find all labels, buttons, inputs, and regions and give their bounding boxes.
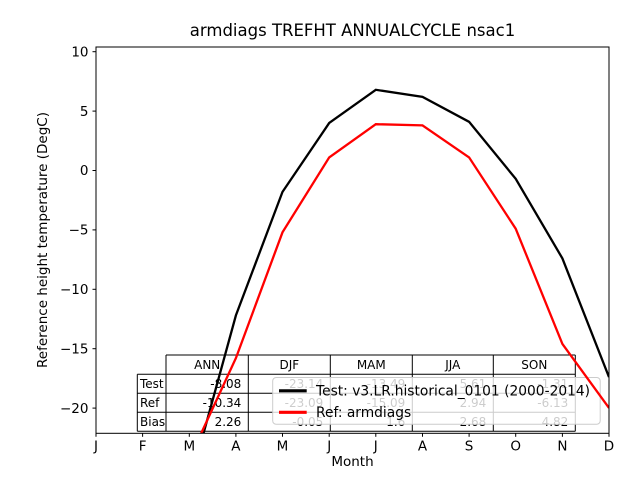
x-tick-label: M — [183, 439, 195, 455]
x-tick-label: M — [277, 439, 289, 455]
legend-box — [272, 377, 601, 425]
y-tick-label: 0 — [80, 163, 89, 179]
x-tick-label: J — [373, 439, 378, 455]
y-tick-label: 10 — [71, 44, 88, 60]
x-axis-label: Month — [331, 454, 373, 470]
plot-area — [199, 88, 609, 434]
table-row-label: Test — [139, 377, 164, 391]
x-tick-label: A — [418, 439, 428, 455]
x-tick-label: J — [93, 439, 98, 455]
y-tick-marks — [92, 51, 96, 409]
axes-frame — [95, 46, 610, 434]
x-tick-label: N — [557, 439, 567, 455]
table-header-cell: JJA — [444, 358, 461, 372]
table-value-cell: -10.34 — [203, 396, 242, 410]
table-row-label: Ref — [140, 396, 160, 410]
x-tick-label: A — [231, 439, 241, 455]
ref-series-line — [199, 123, 609, 434]
x-tick-marks — [95, 433, 610, 437]
test-series-line — [202, 88, 609, 434]
y-tick-label: −15 — [60, 341, 89, 357]
x-tick-label: S — [465, 439, 474, 455]
x-tick-label: J — [326, 439, 331, 455]
legend-ref-label: Ref: armdiags — [316, 405, 411, 421]
table-header-cell: SON — [521, 358, 547, 372]
legend-test-label: Test: v3.LR.historical_0101 (2000-2014) — [315, 383, 590, 399]
table-value-cell: 2.26 — [215, 415, 242, 429]
table-header-cell: DJF — [279, 358, 299, 372]
x-tick-label: D — [604, 439, 614, 455]
y-tick-label: −10 — [60, 282, 89, 298]
x-tick-label: F — [139, 439, 147, 455]
y-axis-label: Reference height temperature (DegC) — [35, 112, 51, 368]
table-header-cell: MAM — [357, 358, 386, 372]
legend: Test: v3.LR.historical_0101 (2000-2014) … — [272, 377, 601, 425]
y-tick-label: −5 — [69, 223, 89, 239]
y-tick-label: 5 — [80, 104, 89, 120]
x-tick-label: O — [510, 439, 521, 455]
table-row-label: Bias — [140, 415, 165, 429]
table-header-cell: ANN — [194, 358, 220, 372]
page-title: armdiags TREFHT ANNUALCYCLE nsac1 — [190, 21, 515, 40]
y-tick-label: −20 — [60, 401, 89, 417]
